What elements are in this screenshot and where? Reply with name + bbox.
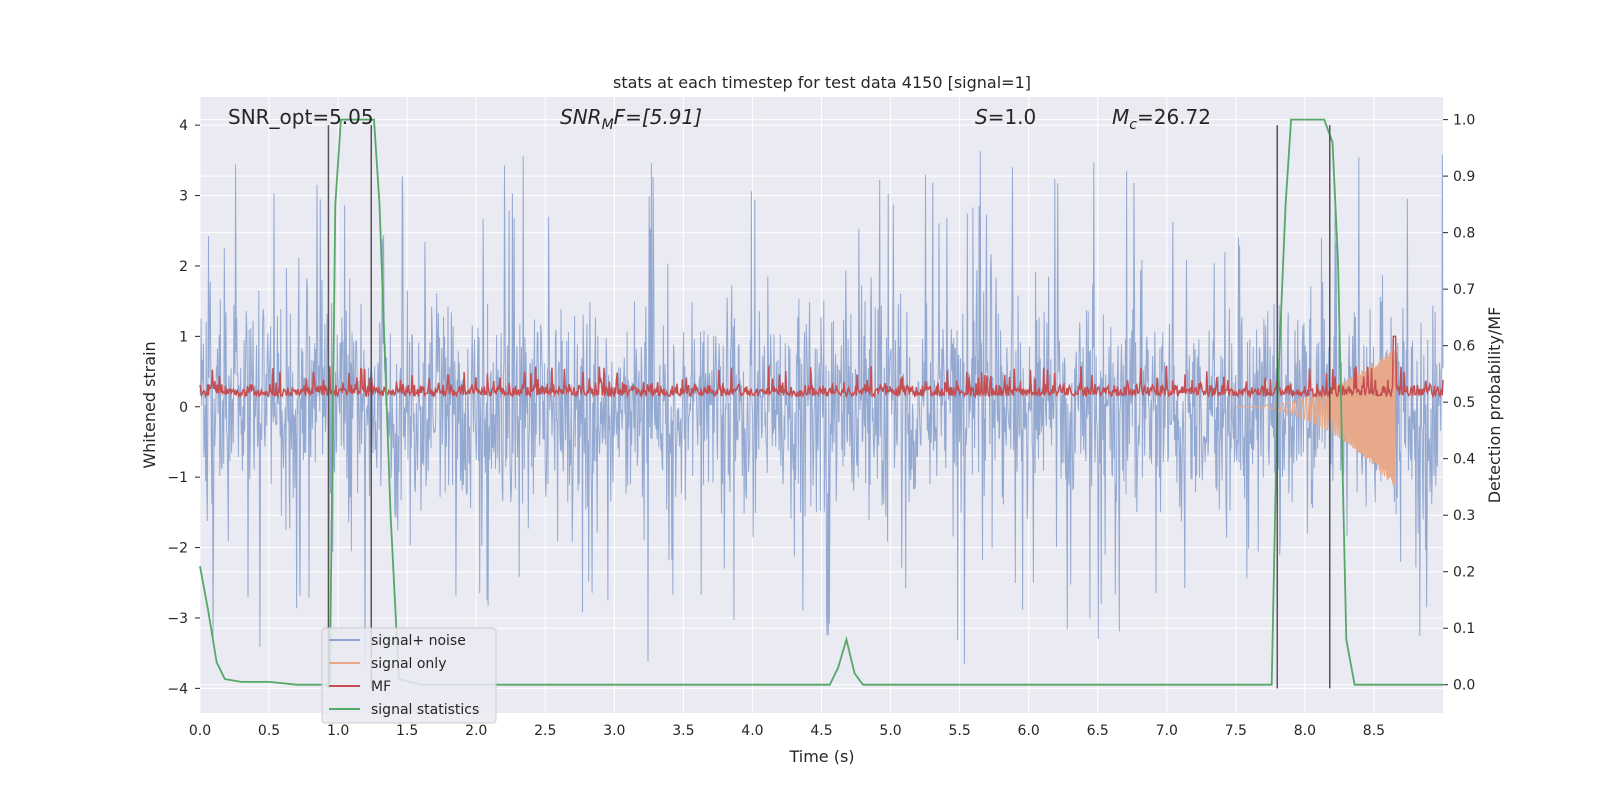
annotation-snr-mf-sub: M [602, 117, 614, 133]
x-tick-label: 7.0 [1156, 723, 1178, 739]
y-tick-label-left: −1 [167, 470, 188, 486]
y-tick-label-left: 3 [179, 189, 188, 205]
annotation-snr-opt: SNR_opt=5.05 [228, 105, 374, 129]
annotation-mc-sub: c [1129, 117, 1137, 133]
annotation-snr-mf-base: SNR [560, 105, 602, 129]
y-tick-label-left: 0 [179, 400, 188, 416]
y-tick-label-right: 0.3 [1453, 508, 1475, 524]
x-tick-labels: 0.0 0.5 1.0 1.5 2.0 2.5 3.0 3.5 4.0 4.5 5.0 5.5 6.0 6… [189, 723, 1385, 739]
legend-label-mf: MF [371, 679, 391, 695]
x-tick-label: 6.5 [1087, 723, 1109, 739]
x-tick-label: 2.0 [465, 723, 487, 739]
legend-box [321, 627, 497, 724]
x-tick-label: 0.0 [189, 723, 211, 739]
vertical-markers [327, 125, 1331, 689]
y-tick-label-right: 0.2 [1453, 565, 1475, 581]
legend: signal+ noise signal only MF signal stat… [321, 627, 497, 724]
y-tick-label-right: 0.1 [1453, 621, 1475, 637]
y-tick-label-right: 0.8 [1453, 226, 1475, 242]
legend-label-signal-statistics: signal statistics [371, 702, 479, 718]
x-tick-label: 5.5 [948, 723, 970, 739]
legend-label-signal-noise: signal+ noise [371, 633, 466, 649]
x-tick-label: 4.5 [810, 723, 832, 739]
x-tick-label: 5.0 [879, 723, 901, 739]
y-tick-label-right: 0.6 [1453, 339, 1475, 355]
x-tick-label: 4.0 [741, 723, 763, 739]
annotation-mc-base: M [1112, 105, 1129, 129]
annotation-s: S=1.0 [975, 105, 1036, 129]
series-signal-noise [199, 151, 1444, 665]
x-tick-label: 8.0 [1294, 723, 1316, 739]
x-tick-label: 8.5 [1363, 723, 1385, 739]
x-tick-label: 2.5 [534, 723, 556, 739]
annotation-s-value: =1.0 [988, 105, 1037, 129]
y-tick-labels-left: 4 3 2 1 0 −1 −2 −3 −4 [167, 118, 200, 697]
x-tick-label: 3.0 [603, 723, 625, 739]
y-tick-label-right: 0.9 [1453, 169, 1475, 185]
annotation-mc: Mc=26.72 [1112, 105, 1211, 133]
y-tick-label-left: 1 [179, 329, 188, 345]
annotation-mc-value: =26.72 [1137, 105, 1211, 129]
x-axis-label: Time (s) [788, 747, 854, 766]
y-tick-label-right: 0.0 [1453, 678, 1475, 694]
legend-label-signal-only: signal only [371, 656, 446, 672]
annotation-snr-mf-rest: F=[5.91] [614, 105, 702, 129]
y-tick-label-left: −3 [167, 611, 188, 627]
x-tick-label: 1.5 [396, 723, 418, 739]
y-axis-label-left: Whitened strain [140, 341, 159, 468]
y-tick-label-right: 1.0 [1453, 113, 1475, 129]
y-tick-labels-right: 1.0 0.9 0.8 0.7 0.6 0.5 0.4 0.3 0.2 0.1 0.0 [1443, 113, 1475, 694]
y-tick-label-left: 2 [179, 259, 188, 275]
x-tick-label: 3.5 [672, 723, 694, 739]
x-tick-label: 1.0 [327, 723, 349, 739]
annotation-snr-mf: SNRMF=[5.91] [560, 105, 702, 133]
y-tick-label-left: −2 [167, 541, 188, 557]
y-tick-label-right: 0.4 [1453, 452, 1475, 468]
y-tick-label-left: 4 [179, 118, 188, 134]
annotation-s-label: S [975, 105, 988, 129]
y-tick-label-right: 0.7 [1453, 282, 1475, 298]
y-tick-label-left: −4 [167, 681, 188, 697]
y-axis-label-right: Detection probability/MF [1485, 307, 1504, 504]
series-mf [199, 335, 1444, 399]
x-tick-label: 6.0 [1018, 723, 1040, 739]
chart-title: stats at each timestep for test data 415… [613, 73, 1031, 92]
x-tick-label: 7.5 [1225, 723, 1247, 739]
x-tick-label: 0.5 [258, 723, 280, 739]
y-tick-label-right: 0.5 [1453, 395, 1475, 411]
